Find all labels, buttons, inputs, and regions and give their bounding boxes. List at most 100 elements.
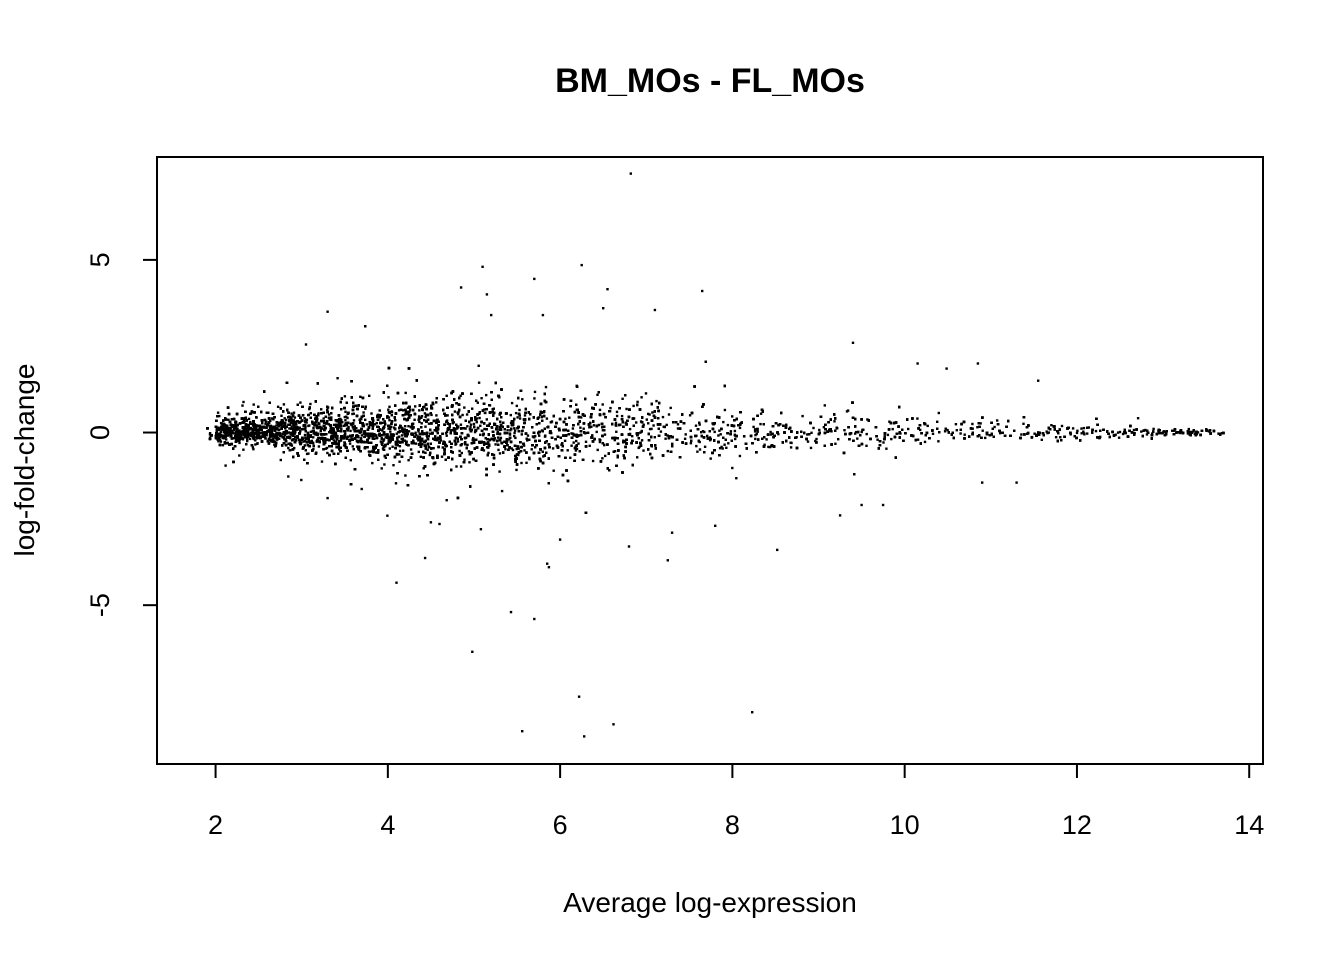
data-point xyxy=(218,438,222,442)
data-point xyxy=(445,430,449,433)
data-point xyxy=(640,439,644,442)
data-point xyxy=(620,414,624,418)
data-point xyxy=(332,423,336,427)
data-point xyxy=(937,440,940,443)
data-point xyxy=(381,447,385,450)
data-point xyxy=(396,439,399,442)
data-point xyxy=(516,416,519,419)
data-point xyxy=(459,465,463,468)
data-point xyxy=(601,457,604,460)
data-point xyxy=(721,447,724,450)
data-point xyxy=(640,430,643,433)
data-point xyxy=(459,394,462,397)
data-point xyxy=(417,430,420,433)
data-point xyxy=(651,411,654,414)
data-point xyxy=(731,415,734,418)
data-point xyxy=(335,446,338,449)
data-point xyxy=(509,413,512,417)
data-point xyxy=(317,445,321,448)
data-point xyxy=(428,432,432,435)
data-point xyxy=(513,434,516,438)
data-point xyxy=(642,449,645,452)
data-point xyxy=(837,438,840,441)
data-point xyxy=(596,393,599,396)
data-point xyxy=(479,424,482,427)
data-point xyxy=(249,426,252,430)
data-point xyxy=(1075,431,1079,435)
data-point xyxy=(254,443,257,446)
data-point xyxy=(1116,431,1120,434)
data-point xyxy=(569,456,572,459)
data-point xyxy=(509,429,512,432)
data-point xyxy=(767,445,770,449)
data-point xyxy=(1050,424,1053,427)
data-point xyxy=(713,430,716,434)
data-point xyxy=(388,447,391,450)
data-point xyxy=(723,443,726,446)
data-point xyxy=(302,414,305,417)
data-point xyxy=(397,409,401,412)
data-point xyxy=(890,437,893,441)
data-point xyxy=(615,430,618,433)
data-point xyxy=(233,428,236,431)
data-point xyxy=(408,414,411,417)
data-point xyxy=(570,444,573,447)
data-point xyxy=(636,400,639,404)
data-point xyxy=(700,431,703,434)
data-point xyxy=(247,417,251,421)
data-point xyxy=(769,430,772,434)
data-point xyxy=(734,437,737,441)
data-point xyxy=(445,499,448,502)
data-point xyxy=(423,556,427,560)
data-point xyxy=(390,425,393,428)
data-point xyxy=(514,411,518,415)
data-point xyxy=(521,398,524,401)
data-point xyxy=(347,425,350,429)
data-point xyxy=(1069,433,1072,436)
data-point xyxy=(312,447,315,451)
data-point xyxy=(216,411,220,414)
data-point xyxy=(349,429,352,433)
data-point xyxy=(1094,429,1098,433)
data-point xyxy=(513,429,517,432)
data-point xyxy=(466,443,469,447)
data-point xyxy=(485,393,488,397)
data-point xyxy=(830,430,833,433)
data-point xyxy=(1082,426,1086,430)
data-point xyxy=(613,450,617,453)
data-point xyxy=(984,436,987,440)
data-point xyxy=(455,465,458,468)
data-point xyxy=(279,458,282,462)
data-point xyxy=(404,435,407,438)
data-point xyxy=(357,429,360,432)
data-point xyxy=(523,449,526,452)
data-point xyxy=(432,447,435,450)
data-point xyxy=(419,455,422,458)
data-point xyxy=(614,421,618,425)
data-point xyxy=(254,436,257,439)
data-point xyxy=(264,422,267,425)
data-point xyxy=(604,454,607,458)
data-point xyxy=(221,428,225,431)
data-point xyxy=(337,417,341,421)
data-point xyxy=(243,429,246,432)
data-point xyxy=(1076,429,1079,432)
data-point xyxy=(333,430,336,434)
data-point xyxy=(417,415,421,418)
data-point xyxy=(419,441,422,444)
data-point xyxy=(709,457,712,460)
data-point xyxy=(759,422,762,426)
data-point xyxy=(551,447,555,450)
data-point xyxy=(382,439,385,442)
data-point xyxy=(465,413,469,416)
data-point xyxy=(290,412,293,415)
data-point xyxy=(1136,417,1140,420)
data-point xyxy=(667,413,671,416)
data-point xyxy=(348,442,352,445)
data-point xyxy=(666,449,669,453)
data-point xyxy=(428,453,431,457)
data-point xyxy=(525,461,528,464)
data-point xyxy=(642,423,645,426)
data-point xyxy=(270,431,274,434)
data-point xyxy=(384,436,387,439)
